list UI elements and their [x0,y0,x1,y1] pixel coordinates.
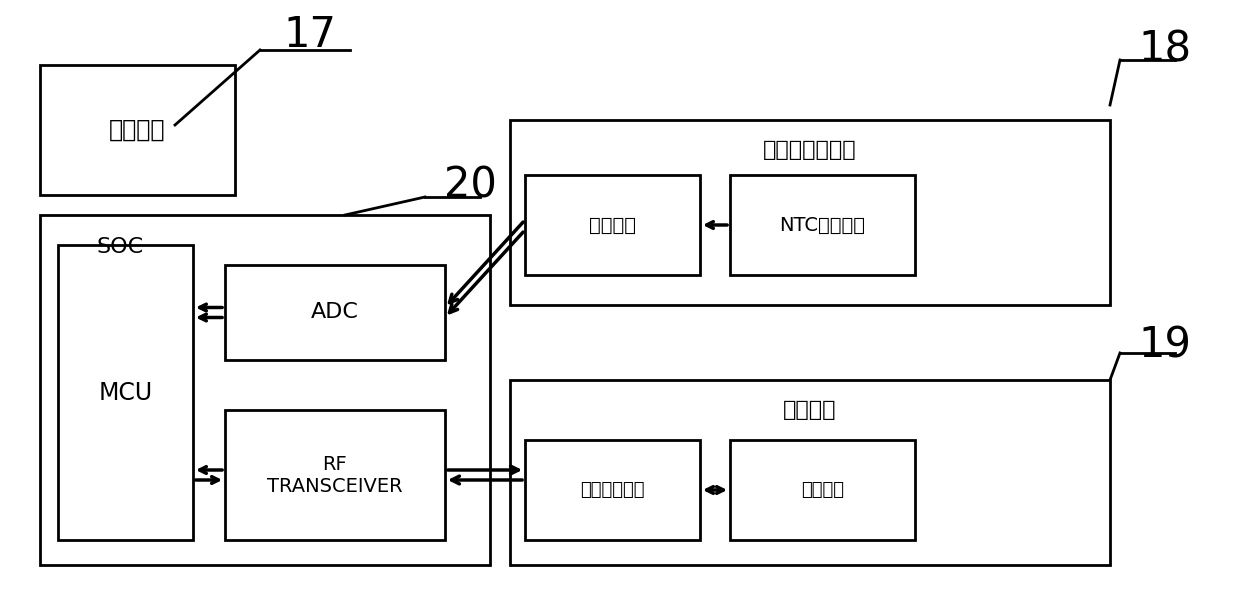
Text: 17: 17 [284,14,336,56]
Bar [224,410,445,540]
Text: 采样电路: 采样电路 [589,215,636,234]
Bar [224,265,445,360]
Text: SOC: SOC [97,237,144,257]
Text: ADC: ADC [311,303,358,322]
Text: RF
TRANSCEIVER: RF TRANSCEIVER [267,454,403,496]
Text: MCU: MCU [98,381,153,405]
Text: NTC热敏电阶: NTC热敏电阶 [780,215,866,234]
Bar [525,175,701,275]
Text: 匹配网络单元: 匹配网络单元 [580,481,645,499]
Text: 温度传感器模块: 温度传感器模块 [763,140,857,160]
Bar [525,440,701,540]
Bar [730,440,915,540]
Text: 18: 18 [1138,29,1192,71]
Bar [58,245,193,540]
Bar [40,215,490,565]
Bar [730,175,915,275]
Text: 20: 20 [444,164,496,206]
Text: 射频模块: 射频模块 [784,400,837,420]
Text: 电源模块: 电源模块 [109,118,166,142]
Bar [510,120,1110,305]
Text: 19: 19 [1138,324,1192,366]
Bar [510,380,1110,565]
Text: 天线单元: 天线单元 [801,481,844,499]
Bar [40,65,236,195]
